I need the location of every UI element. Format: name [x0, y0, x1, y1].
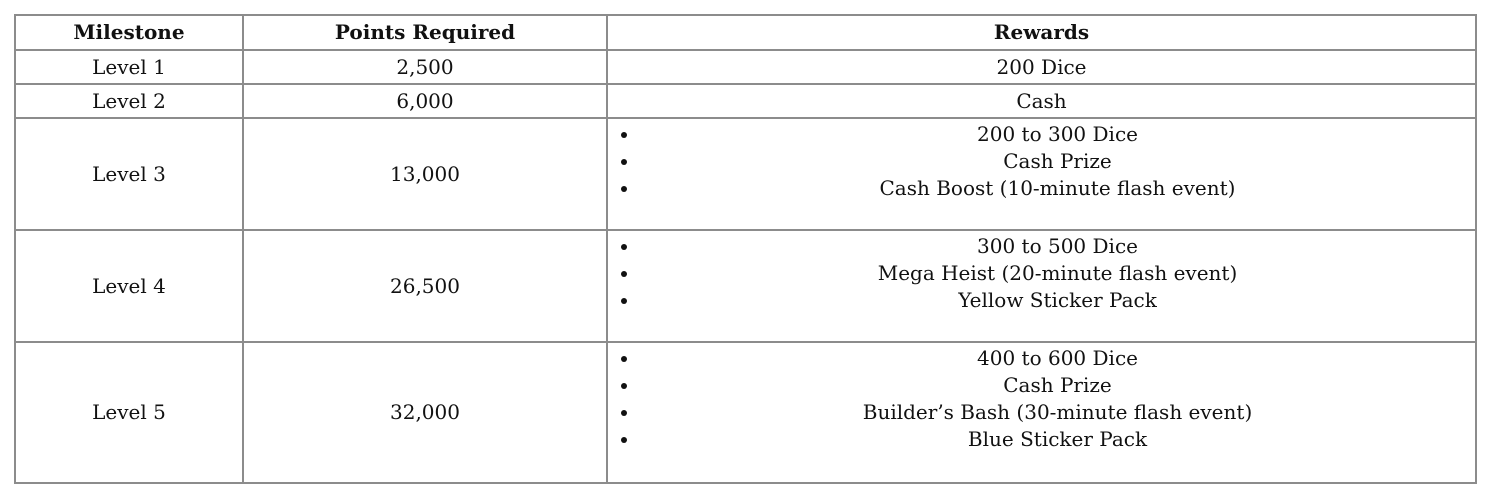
header-points-required: Points Required [242, 14, 608, 51]
reward-item: Cash Boost (10-minute flash event) [640, 175, 1475, 202]
header-rewards: Rewards [606, 14, 1477, 51]
points-cell: 2,500 [242, 49, 608, 85]
table-row: Level 4 26,500 300 to 500 Dice Mega Heis… [14, 229, 1477, 343]
reward-item: 200 to 300 Dice [640, 121, 1475, 148]
rewards-cell: Cash [606, 83, 1477, 119]
table-row: Level 2 6,000 Cash [14, 83, 1477, 119]
table-row: Level 3 13,000 200 to 300 Dice Cash Priz… [14, 117, 1477, 231]
table-row: Level 1 2,500 200 Dice [14, 49, 1477, 85]
rewards-cell: 300 to 500 Dice Mega Heist (20-minute fl… [606, 229, 1477, 343]
rewards-cell: 400 to 600 Dice Cash Prize Builder’s Bas… [606, 341, 1477, 484]
reward-item: Cash Prize [640, 148, 1475, 175]
header-milestone: Milestone [14, 14, 244, 51]
milestone-cell: Level 5 [14, 341, 244, 484]
reward-item: Mega Heist (20-minute flash event) [640, 260, 1475, 287]
rewards-cell: 200 to 300 Dice Cash Prize Cash Boost (1… [606, 117, 1477, 231]
reward-item: 300 to 500 Dice [640, 233, 1475, 260]
points-cell: 13,000 [242, 117, 608, 231]
header-row: Milestone Points Required Rewards [14, 14, 1477, 51]
reward-item: Cash Prize [640, 372, 1475, 399]
rewards-list: 400 to 600 Dice Cash Prize Builder’s Bas… [608, 345, 1475, 453]
reward-item: Yellow Sticker Pack [640, 287, 1475, 314]
points-cell: 6,000 [242, 83, 608, 119]
milestone-cell: Level 4 [14, 229, 244, 343]
points-cell: 26,500 [242, 229, 608, 343]
rewards-list: 300 to 500 Dice Mega Heist (20-minute fl… [608, 233, 1475, 314]
milestone-cell: Level 1 [14, 49, 244, 85]
table-row: Level 5 32,000 400 to 600 Dice Cash Priz… [14, 341, 1477, 484]
reward-item: 400 to 600 Dice [640, 345, 1475, 372]
milestone-cell: Level 3 [14, 117, 244, 231]
milestone-rewards-table: Milestone Points Required Rewards Level … [14, 14, 1477, 484]
rewards-cell: 200 Dice [606, 49, 1477, 85]
reward-item: Builder’s Bash (30-minute flash event) [640, 399, 1475, 426]
rewards-list: 200 to 300 Dice Cash Prize Cash Boost (1… [608, 121, 1475, 202]
milestone-cell: Level 2 [14, 83, 244, 119]
reward-item: Blue Sticker Pack [640, 426, 1475, 453]
points-cell: 32,000 [242, 341, 608, 484]
